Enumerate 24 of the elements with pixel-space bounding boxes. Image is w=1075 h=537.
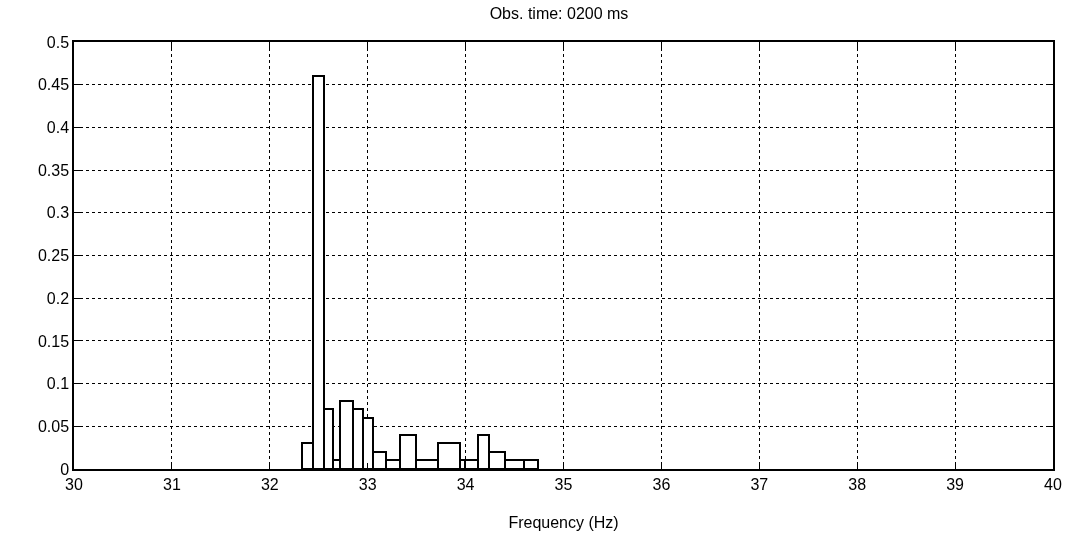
y-tick-label: 0.5	[46, 33, 70, 51]
x-tick-label: 37	[750, 475, 769, 493]
y-tick-label: 0.05	[37, 417, 70, 435]
x-tick-label: 35	[554, 475, 573, 493]
x-tick-label: 39	[946, 475, 965, 493]
y-tick-label: 0.25	[37, 247, 70, 265]
x-tick-label: 36	[652, 475, 671, 493]
x-tick-label: 40	[1044, 475, 1062, 493]
x-axis-title: Frequency (Hz)	[508, 513, 619, 531]
x-tick-label: 33	[358, 475, 377, 493]
y-tick-label: 0.2	[46, 289, 70, 307]
y-tick-label: 0.3	[46, 204, 70, 222]
chart-title: Obs. time: 0200 ms	[489, 5, 629, 23]
x-tick-label: 32	[260, 475, 279, 493]
y-tick-label: 0.15	[37, 332, 70, 350]
y-tick-label: 0.4	[46, 119, 70, 136]
x-tick-label: 38	[848, 475, 867, 493]
y-tick-label: 0.35	[37, 161, 70, 179]
x-tick-label: 31	[163, 475, 181, 493]
x-tick-label: 30	[65, 475, 83, 493]
y-tick-label: 0.1	[46, 375, 70, 393]
y-tick-label: 0.45	[37, 76, 70, 94]
y-tick-label: 0	[60, 460, 70, 478]
x-tick-label: 34	[456, 475, 475, 493]
